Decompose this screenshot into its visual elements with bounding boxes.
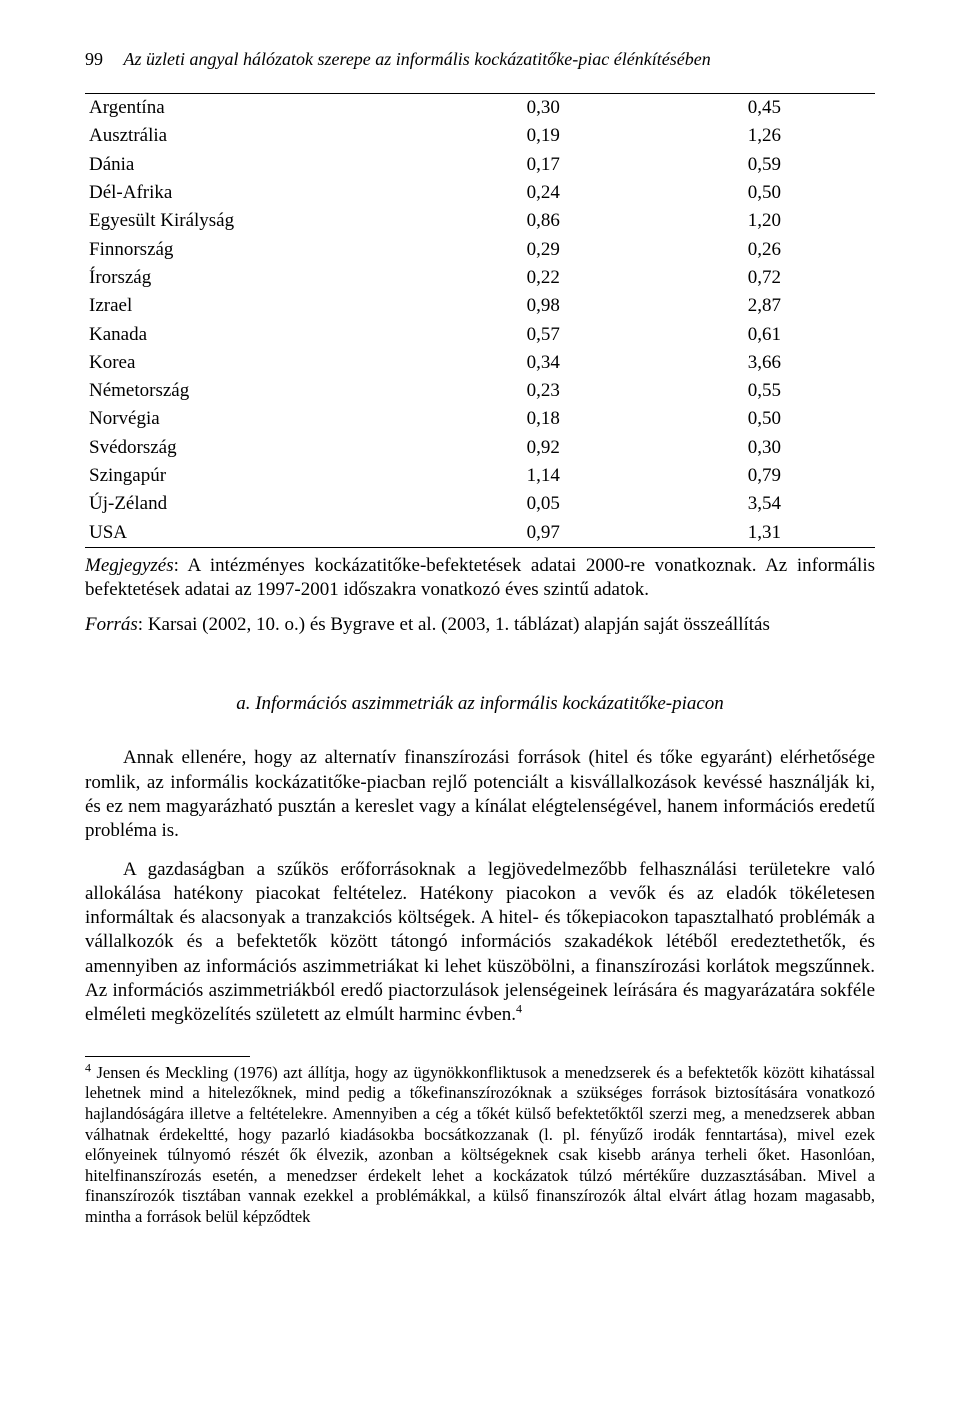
data-table: Argentína0,300,45Ausztrália0,191,26Dánia… <box>85 93 875 548</box>
cell-value-1: 0,18 <box>433 405 654 433</box>
cell-country: Dél-Afrika <box>85 179 433 207</box>
cell-value-2: 1,31 <box>654 519 875 548</box>
page: 99 Az üzleti angyal hálózatok szerepe az… <box>0 0 960 1288</box>
cell-value-1: 0,23 <box>433 377 654 405</box>
paragraph-2: A gazdaságban a szűkös erőforrásoknak a … <box>85 858 875 1028</box>
cell-value-2: 3,54 <box>654 490 875 518</box>
cell-value-1: 0,24 <box>433 179 654 207</box>
cell-country: Izrael <box>85 292 433 320</box>
source-lead: Forrás <box>85 614 138 635</box>
paragraph-2-text: A gazdaságban a szűkös erőforrásoknak a … <box>85 859 875 1026</box>
cell-country: Finnország <box>85 236 433 264</box>
cell-country: Írország <box>85 264 433 292</box>
footnote-ref-4: 4 <box>516 1002 522 1016</box>
cell-value-2: 1,26 <box>654 122 875 150</box>
table-row: Izrael0,982,87 <box>85 292 875 320</box>
cell-country: Új-Zéland <box>85 490 433 518</box>
cell-value-2: 0,79 <box>654 462 875 490</box>
cell-value-2: 0,59 <box>654 151 875 179</box>
cell-country: Egyesült Királyság <box>85 207 433 235</box>
cell-country: Szingapúr <box>85 462 433 490</box>
note-text: : A intézményes kockázatitőke-befektetés… <box>85 555 875 600</box>
running-head: 99 Az üzleti angyal hálózatok szerepe az… <box>85 48 875 71</box>
page-number: 99 <box>85 48 119 71</box>
cell-country: Korea <box>85 349 433 377</box>
table-row: Új-Zéland0,053,54 <box>85 490 875 518</box>
table-row: Kanada0,570,61 <box>85 321 875 349</box>
table-row: Egyesült Királyság0,861,20 <box>85 207 875 235</box>
cell-value-1: 0,22 <box>433 264 654 292</box>
cell-value-1: 0,19 <box>433 122 654 150</box>
cell-value-1: 0,98 <box>433 292 654 320</box>
table-row: Dél-Afrika0,240,50 <box>85 179 875 207</box>
cell-country: Ausztrália <box>85 122 433 150</box>
table-row: Korea0,343,66 <box>85 349 875 377</box>
cell-country: Kanada <box>85 321 433 349</box>
table-row: Finnország0,290,26 <box>85 236 875 264</box>
cell-value-1: 0,05 <box>433 490 654 518</box>
cell-country: Németország <box>85 377 433 405</box>
paragraph-1: Annak ellenére, hogy az alternatív finan… <box>85 746 875 843</box>
table-row: Svédország0,920,30 <box>85 434 875 462</box>
cell-value-2: 0,72 <box>654 264 875 292</box>
running-title: Az üzleti angyal hálózatok szerepe az in… <box>124 49 711 69</box>
cell-value-2: 1,20 <box>654 207 875 235</box>
cell-value-1: 0,34 <box>433 349 654 377</box>
cell-value-2: 0,50 <box>654 179 875 207</box>
cell-value-1: 0,97 <box>433 519 654 548</box>
cell-value-2: 0,45 <box>654 94 875 123</box>
table-row: Dánia0,170,59 <box>85 151 875 179</box>
footnote-rule <box>85 1056 250 1057</box>
cell-value-1: 0,30 <box>433 94 654 123</box>
cell-value-2: 0,50 <box>654 405 875 433</box>
cell-value-1: 0,57 <box>433 321 654 349</box>
footnote-text: Jensen és Meckling (1976) azt állítja, h… <box>85 1063 875 1226</box>
table-row: USA0,971,31 <box>85 519 875 548</box>
cell-country: Svédország <box>85 434 433 462</box>
subsection-heading: a. Információs aszimmetriák az informáli… <box>85 692 875 716</box>
cell-country: Norvégia <box>85 405 433 433</box>
cell-country: USA <box>85 519 433 548</box>
cell-value-1: 0,86 <box>433 207 654 235</box>
table-row: Ausztrália0,191,26 <box>85 122 875 150</box>
table-row: Németország0,230,55 <box>85 377 875 405</box>
table-row: Norvégia0,180,50 <box>85 405 875 433</box>
cell-value-1: 0,92 <box>433 434 654 462</box>
cell-country: Dánia <box>85 151 433 179</box>
cell-value-1: 1,14 <box>433 462 654 490</box>
table-row: Argentína0,300,45 <box>85 94 875 123</box>
cell-value-1: 0,17 <box>433 151 654 179</box>
cell-country: Argentína <box>85 94 433 123</box>
cell-value-2: 0,61 <box>654 321 875 349</box>
footnote-4: 4 Jensen és Meckling (1976) azt állítja,… <box>85 1063 875 1228</box>
table-note: Megjegyzés: A intézményes kockázatitőke-… <box>85 554 875 603</box>
table-source: Forrás: Karsai (2002, 10. o.) és Bygrave… <box>85 613 875 637</box>
cell-value-2: 2,87 <box>654 292 875 320</box>
cell-value-2: 0,26 <box>654 236 875 264</box>
note-lead: Megjegyzés <box>85 555 174 576</box>
source-text: : Karsai (2002, 10. o.) és Bygrave et al… <box>138 614 770 635</box>
table-row: Írország0,220,72 <box>85 264 875 292</box>
cell-value-1: 0,29 <box>433 236 654 264</box>
cell-value-2: 0,30 <box>654 434 875 462</box>
table-row: Szingapúr1,140,79 <box>85 462 875 490</box>
cell-value-2: 0,55 <box>654 377 875 405</box>
cell-value-2: 3,66 <box>654 349 875 377</box>
